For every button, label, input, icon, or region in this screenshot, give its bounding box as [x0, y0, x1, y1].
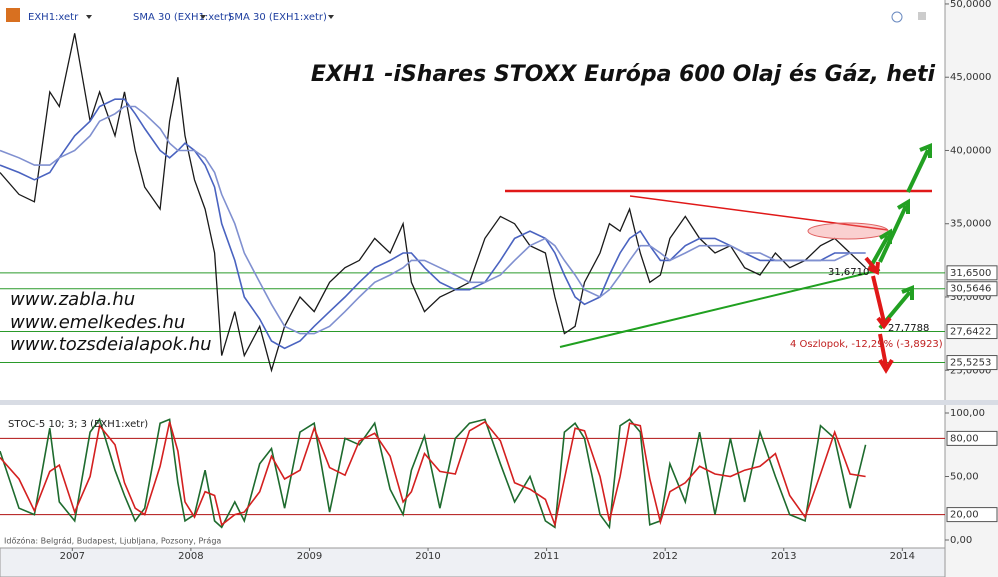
x-tick-label: 2012: [652, 551, 677, 562]
clock-icon[interactable]: [891, 11, 903, 23]
series-line: [0, 33, 867, 373]
level-box: [946, 324, 998, 340]
x-tick-label: 2010: [415, 551, 440, 562]
legend-entry[interactable]: SMA 30 (EXH1:xetr): [228, 12, 327, 23]
x-tick-label: 2008: [178, 551, 203, 562]
panel-title[interactable]: STOC-5 10; 3; 3 (EXH1:xetr): [8, 419, 148, 430]
panel-splitter: [0, 400, 998, 405]
marker-label: 4 Oszlopok, -12,29% (-3,8923): [790, 339, 943, 350]
level-box: [946, 507, 998, 523]
scenario-arrows: [864, 143, 932, 374]
level-label: 27,6422: [950, 327, 991, 338]
level-label: 80,00: [950, 433, 979, 444]
x-tick-label: 2011: [534, 551, 559, 562]
annotation: www.zabla.hu: [10, 289, 135, 310]
trend-line: [559, 269, 881, 348]
level-box: [946, 281, 998, 297]
annotation: www.emelkedes.hu: [10, 312, 185, 333]
level-label: 31,6500: [950, 268, 991, 279]
legend-entry[interactable]: EXH1:xetr: [28, 12, 79, 23]
level-box: [946, 355, 998, 371]
level-label: 20,00: [950, 510, 979, 521]
level-box: [946, 430, 998, 446]
annotation: www.tozsdeialapok.hu: [10, 334, 212, 355]
series-line: [0, 417, 867, 530]
marker-label: 27,7788: [888, 323, 929, 334]
x-tick-label: 2014: [890, 551, 915, 562]
symbol-icon[interactable]: [6, 8, 20, 22]
level-box: [946, 265, 998, 281]
marker-label: 31,6710: [828, 267, 869, 278]
chart-title: EXH1 -iShares STOXX Európa 600 Olaj és G…: [311, 62, 936, 87]
y-tick-label: 45,0000: [950, 72, 991, 83]
y-tick-label: 35,0000: [950, 219, 991, 230]
x-tick-label: 2013: [771, 551, 796, 562]
trend-line: [629, 195, 889, 231]
legend-entry[interactable]: SMA 30 (EXH1:xetr): [133, 12, 232, 23]
x-tick-label: 2007: [60, 551, 85, 562]
y-tick-label: 50,0000: [950, 0, 991, 10]
y-tick-label: 25,0000: [950, 365, 991, 376]
plot: 50,0000 45,0000 40,0000 35,0000 30,0000 25,00…: [0, 0, 998, 562]
highlight: [807, 222, 889, 240]
time-axis-bg: [0, 547, 946, 577]
series-line: [0, 420, 866, 528]
footnote: Időzóna: Belgrád, Budapest, Ljubljana, P…: [4, 536, 221, 546]
y-tick-label: 0,00: [950, 535, 972, 546]
y-tick-label: 50,00: [950, 472, 979, 483]
y-tick-label: 40,0000: [950, 145, 991, 156]
y-tick-label: 30,0000: [950, 292, 991, 303]
series-line: [0, 105, 866, 335]
level-label: 30,5646: [950, 284, 991, 295]
window-button[interactable]: [918, 12, 926, 20]
x-tick-label: 2009: [297, 551, 322, 562]
level-label: 25,5253: [950, 358, 991, 369]
y-tick-label: 100,00: [950, 408, 985, 419]
